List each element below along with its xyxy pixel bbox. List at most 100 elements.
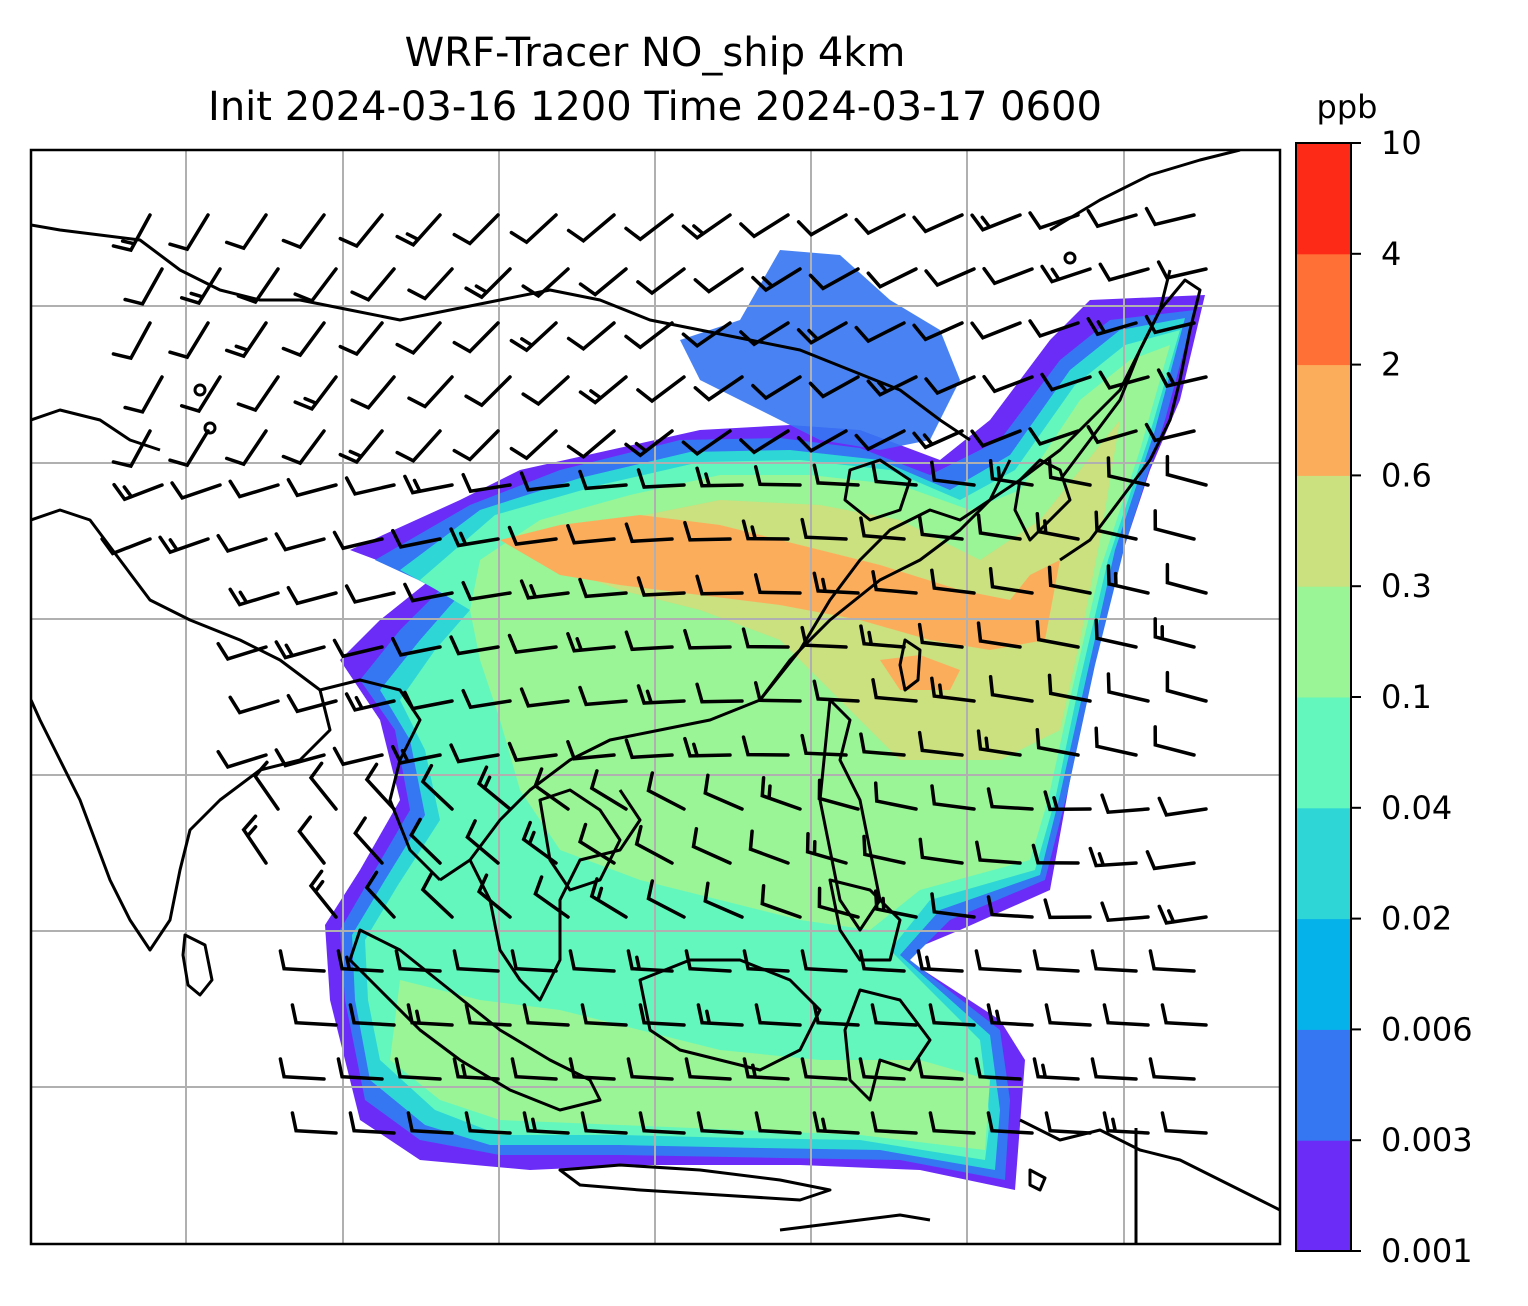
wind-barb	[1156, 260, 1208, 281]
wind-barb	[1160, 1111, 1208, 1135]
wind-barb	[344, 476, 396, 496]
wind-barb	[395, 213, 442, 247]
wind-barb	[866, 375, 918, 397]
wind-barb	[353, 816, 384, 865]
wind-barb	[286, 585, 338, 606]
wind-barb	[859, 624, 906, 649]
wind-barb	[420, 763, 454, 811]
wind-barb	[691, 827, 732, 865]
wind-barb	[395, 321, 442, 355]
wind-barb	[364, 762, 396, 811]
wind-barb	[364, 870, 396, 919]
wind-barb	[336, 1057, 384, 1081]
colorbar-tick-label: 10	[1381, 124, 1422, 162]
wind-barb	[636, 468, 686, 489]
wind-barb	[871, 462, 918, 487]
wind-barb	[754, 1111, 802, 1135]
wind-barb	[216, 641, 268, 661]
wind-barb	[241, 814, 268, 865]
wind-barb	[521, 375, 570, 407]
wind-barb	[449, 743, 500, 764]
wind-barb	[281, 213, 326, 250]
wind-barb	[928, 1111, 976, 1135]
colorbar-tick-label: 0.003	[1381, 1121, 1473, 1159]
wind-barb	[216, 749, 268, 769]
wind-barb	[917, 730, 964, 757]
wind-barb	[228, 479, 280, 499]
coastlines	[31, 150, 1280, 1244]
wind-barb	[461, 688, 512, 710]
wind-barb	[753, 465, 802, 487]
colorbar-swatch	[1296, 253, 1351, 366]
wind-barb	[982, 374, 1034, 394]
wind-barb	[751, 375, 802, 401]
wind-barb	[912, 429, 964, 450]
wind-barb	[924, 375, 976, 396]
wind-barb	[760, 776, 802, 811]
wind-barb	[1144, 206, 1196, 227]
wind-barb	[533, 875, 570, 919]
wind-barb	[800, 949, 848, 973]
coastline-lesser-sunda	[779, 1213, 931, 1232]
colorbar-swatch	[1296, 697, 1351, 809]
wind-barb	[452, 429, 500, 462]
wind-barb	[403, 690, 454, 711]
wind-barb	[812, 571, 860, 595]
wind-barb	[589, 769, 628, 811]
wind-barb	[805, 832, 848, 865]
wind-barb	[278, 949, 326, 973]
wind-barb	[521, 267, 570, 299]
wind-barb	[332, 530, 384, 551]
wind-barb	[1156, 368, 1208, 389]
wind-barbs	[100, 206, 1208, 1135]
wind-barb	[1160, 1003, 1208, 1027]
colorbar-swatch	[1296, 807, 1351, 920]
wind-barb	[916, 949, 964, 973]
wind-barb	[510, 1057, 558, 1081]
colorbar-unit: ppb	[1317, 88, 1378, 126]
coastline-timor	[1028, 1168, 1047, 1192]
wind-barb	[1028, 427, 1080, 446]
coastline-java	[558, 1163, 832, 1202]
colorbar-swatch	[1296, 1140, 1351, 1252]
coastline-sulawesi	[843, 988, 932, 1102]
wind-barb	[741, 627, 790, 649]
wind-barb	[286, 693, 338, 714]
wind-barb	[566, 524, 616, 545]
wind-barb	[338, 429, 384, 465]
wind-barb	[348, 1111, 396, 1135]
wind-barb	[870, 1111, 918, 1135]
wind-barb	[748, 829, 790, 865]
wind-barb	[970, 213, 1022, 232]
wind-barb	[566, 632, 616, 653]
wind-barb	[739, 429, 790, 455]
wind-barb	[522, 1111, 570, 1135]
wind-barb	[1088, 846, 1138, 868]
wind-barb	[297, 815, 326, 865]
wind-barb	[476, 873, 512, 919]
coastline-srilanka	[181, 933, 214, 997]
wind-barb	[344, 584, 396, 604]
wind-barb	[1098, 370, 1150, 390]
wind-barb	[646, 771, 686, 811]
wind-barb	[350, 267, 396, 302]
wind-barb	[1144, 314, 1196, 335]
map-frame	[29, 148, 1282, 1246]
wind-barb	[406, 1111, 454, 1135]
colorbar-tick-label: 0.6	[1381, 456, 1432, 494]
wind-barb	[461, 472, 512, 494]
colorbar-ticks: 0.001 0.003 0.006 0.02 0.04 0.1 0.3 0.6 2 4 10	[1351, 124, 1473, 1270]
wind-barb	[168, 213, 210, 252]
colorbar-swatch	[1296, 1029, 1351, 1141]
wind-barb	[753, 681, 802, 703]
coastline-northeast-asia	[1049, 150, 1241, 232]
wind-barb	[578, 577, 628, 599]
wind-barb	[912, 213, 964, 234]
wind-barb	[509, 213, 558, 245]
wind-barb	[636, 267, 686, 296]
colorbar-tick-label: 0.02	[1381, 900, 1452, 938]
wind-barb	[970, 429, 1022, 448]
wind-barb	[854, 321, 906, 344]
wind-barb	[1100, 901, 1150, 923]
